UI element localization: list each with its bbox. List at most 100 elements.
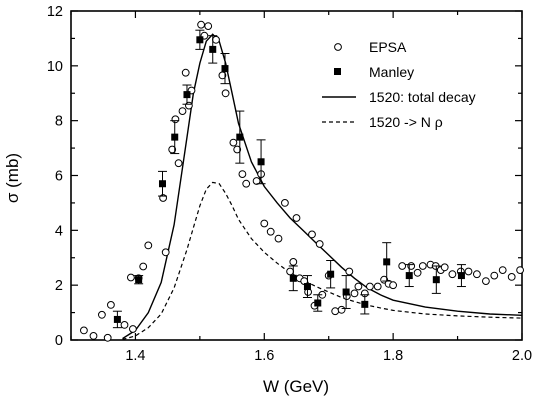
manley-point [432, 276, 440, 284]
epsa-point [490, 271, 499, 280]
legend-item-epsa: EPSA [334, 39, 407, 55]
epsa-point [229, 138, 238, 147]
epsa-point [286, 267, 295, 276]
manley-point [171, 133, 179, 141]
legend-label-total-decay: 1520: total decay [369, 89, 476, 105]
manley-point [209, 45, 217, 53]
legend-item-manley: Manley [334, 64, 414, 80]
epsa-point [221, 89, 230, 98]
epsa-point [308, 230, 316, 239]
legend-label-n-rho: 1520 -> N ρ [369, 114, 443, 130]
epsa-point [440, 263, 449, 272]
epsa-point [266, 227, 275, 236]
x-tick-label: 1.8 [383, 348, 403, 364]
x-tick-label: 1.6 [254, 348, 274, 364]
epsa-point [107, 301, 115, 309]
epsa-point [174, 159, 183, 168]
manley-point [158, 180, 166, 188]
epsa-point [354, 282, 363, 291]
y-tick-label: 0 [55, 333, 63, 349]
x-tick-label: 1.4 [125, 348, 145, 364]
axes: W (GeV) σ (mb) 1.4 1.6 1.8 2.0 0 2 4 6 8 10 12 [3, 4, 532, 396]
manley-point [113, 315, 121, 323]
epsa-point [507, 273, 516, 281]
manley-point [327, 270, 335, 278]
epsa-point [366, 282, 374, 291]
epsa-point [389, 281, 398, 290]
curve-n-rho [122, 181, 523, 341]
epsa-point [129, 325, 137, 333]
epsa-point [274, 234, 283, 243]
epsa-point [168, 145, 177, 154]
epsa-point [482, 277, 490, 286]
epsa-point [464, 267, 473, 276]
epsa-point [260, 219, 269, 228]
data-points [80, 20, 524, 342]
epsa-point [178, 107, 187, 115]
epsa-point [398, 262, 407, 270]
legend-marker-manley [334, 68, 341, 75]
x-tick-label: 2.0 [512, 348, 532, 364]
epsa-point [281, 199, 289, 207]
epsa-point [171, 115, 180, 124]
legend: EPSA Manley 1520: total decay 1520 -> N … [322, 39, 476, 130]
epsa-point [120, 321, 129, 329]
y-tick-label: 4 [55, 223, 63, 239]
epsa-point [473, 270, 481, 279]
manley-point [196, 36, 204, 44]
legend-item-n-rho: 1520 -> N ρ [322, 114, 443, 130]
epsa-point [233, 145, 242, 154]
epsa-point [516, 266, 524, 275]
epsa-point [373, 282, 382, 291]
manley-point [289, 274, 297, 282]
epsa-point [181, 68, 190, 77]
manley-point [342, 288, 350, 296]
epsa-point [292, 214, 301, 222]
manley-point [457, 272, 465, 280]
epsa-point [89, 332, 98, 340]
epsa-point [242, 179, 251, 188]
epsa-point [252, 177, 261, 185]
epsa-point [418, 262, 427, 270]
epsa-point [315, 240, 324, 248]
legend-marker-epsa [334, 43, 342, 51]
y-tick-label: 12 [47, 4, 63, 20]
epsa-point [98, 310, 106, 319]
epsa-point [197, 20, 206, 29]
epsa-point [498, 266, 507, 275]
manley-point [361, 300, 369, 308]
manley-point [183, 91, 191, 99]
manley-point [135, 276, 143, 284]
y-tick-label: 10 [47, 59, 63, 75]
epsa-point [238, 170, 247, 179]
manley-point [236, 133, 244, 141]
epsa-point [103, 333, 112, 342]
epsa-point [289, 258, 298, 266]
manley-point [303, 283, 311, 291]
epsa-point [161, 248, 170, 257]
epsa-point [139, 262, 148, 271]
manley-point [405, 272, 413, 280]
x-axis-title: W (GeV) [263, 377, 329, 396]
manley-point [221, 65, 229, 73]
epsa-point [144, 241, 153, 250]
epsa-point [448, 270, 457, 279]
epsa-point [345, 267, 354, 276]
epsa-point [204, 22, 213, 31]
manley-point [314, 299, 322, 307]
epsa-point [350, 289, 359, 298]
legend-item-total-decay: 1520: total decay [322, 89, 476, 105]
epsa-point [413, 268, 422, 277]
epsa-point [212, 35, 220, 44]
y-axis-title: σ (mb) [3, 153, 22, 203]
epsa-point [126, 273, 135, 282]
epsa-point [331, 307, 340, 316]
y-tick-label: 2 [55, 278, 63, 294]
y-tick-label: 6 [55, 169, 63, 185]
epsa-point [80, 326, 88, 335]
manley-point [383, 258, 391, 266]
legend-label-epsa: EPSA [369, 39, 407, 55]
manley-point [257, 158, 265, 166]
legend-label-manley: Manley [369, 64, 414, 80]
